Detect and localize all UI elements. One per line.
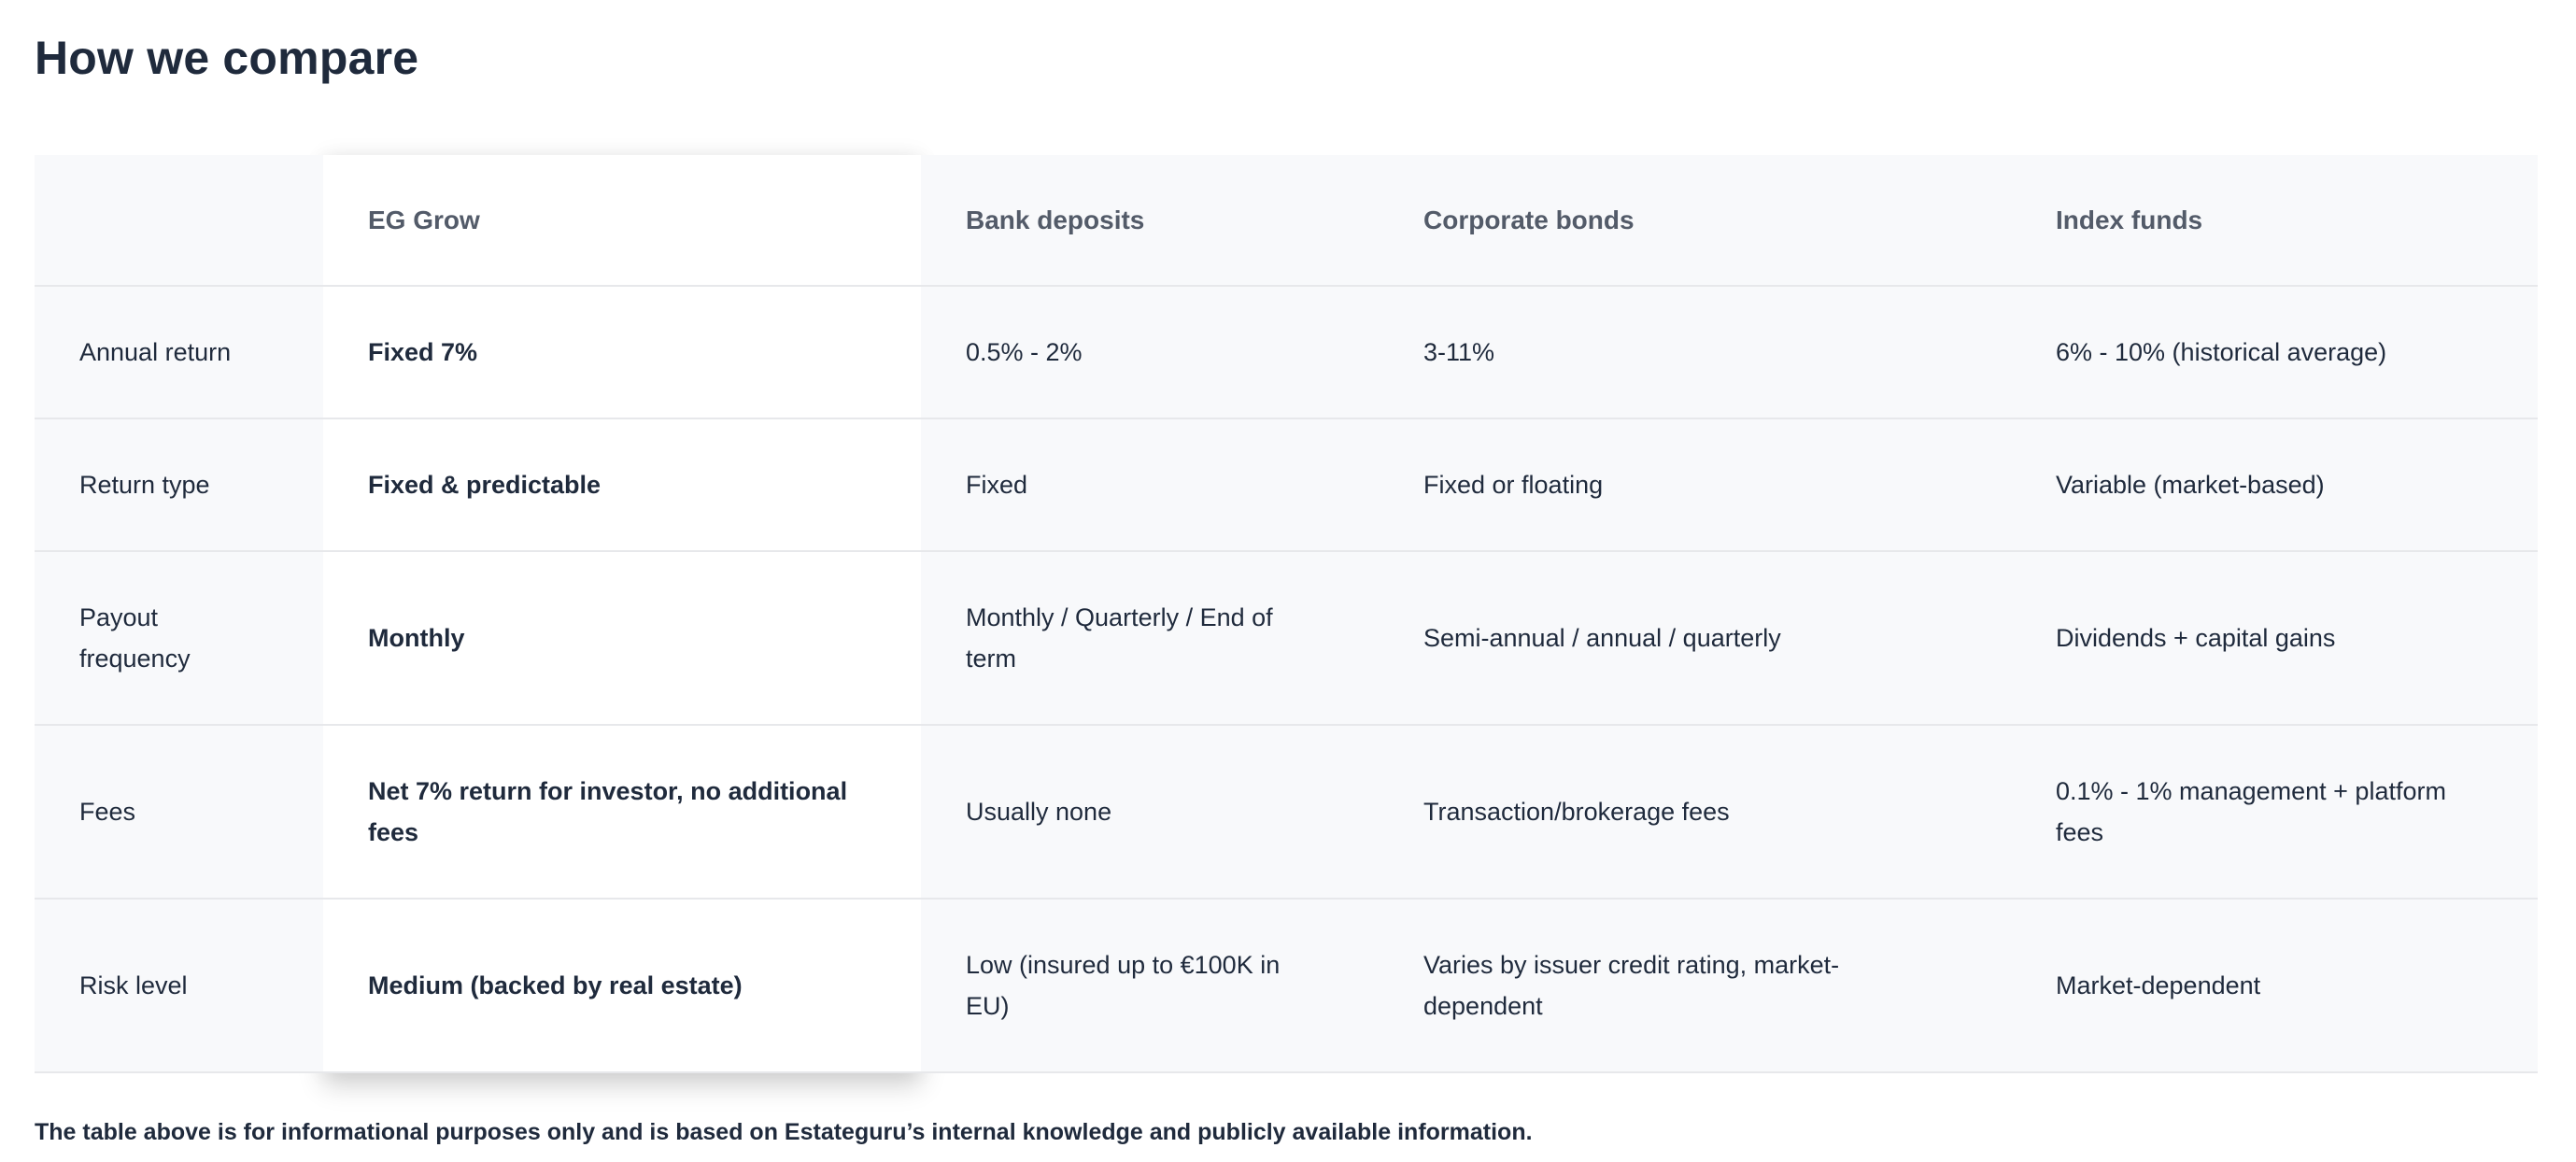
table-header-row: EG Grow Bank deposits Corporate bonds In… [35,155,2538,287]
cell-corporate-bonds: Transaction/brokerage fees [1379,725,2011,900]
cell-eg-grow: Monthly [323,551,921,726]
cell-index-funds: Dividends + capital gains [2011,551,2538,726]
cell-eg-grow: Fixed 7% [323,286,921,419]
cell-bank-deposits: Monthly / Quarterly / End of term [921,551,1379,726]
header-eg-grow: EG Grow [323,155,921,287]
header-bank-deposits: Bank deposits [921,155,1379,287]
cell-index-funds: Variable (market-based) [2011,418,2538,552]
table-row-risk-level: Risk level Medium (backed by real estate… [35,899,2538,1073]
cell-index-funds: Market-dependent [2011,899,2538,1073]
cell-bank-deposits: Usually none [921,725,1379,900]
disclaimer-footnote: The table above is for informational pur… [35,1119,1533,1145]
row-label: Payout frequency [35,551,323,726]
cell-bank-deposits: 0.5% - 2% [921,286,1379,419]
header-empty-cell [35,155,323,287]
row-label: Fees [35,725,323,900]
cell-corporate-bonds: 3-11% [1379,286,2011,419]
comparison-table: EG Grow Bank deposits Corporate bonds In… [35,155,2538,1073]
table-row-annual-return: Annual return Fixed 7% 0.5% - 2% 3-11% 6… [35,286,2538,419]
row-label: Return type [35,418,323,552]
cell-eg-grow: Medium (backed by real estate) [323,899,921,1073]
cell-corporate-bonds: Varies by issuer credit rating, market-d… [1379,899,2011,1073]
cell-eg-grow: Fixed & predictable [323,418,921,552]
cell-eg-grow: Net 7% return for investor, no additiona… [323,725,921,900]
header-index-funds: Index funds [2011,155,2538,287]
cell-index-funds: 0.1% - 1% management + platform fees [2011,725,2538,900]
cell-corporate-bonds: Fixed or floating [1379,418,2011,552]
cell-index-funds: 6% - 10% (historical average) [2011,286,2538,419]
cell-bank-deposits: Fixed [921,418,1379,552]
table-row-payout-frequency: Payout frequency Monthly Monthly / Quart… [35,551,2538,726]
cell-corporate-bonds: Semi-annual / annual / quarterly [1379,551,2011,726]
header-corporate-bonds: Corporate bonds [1379,155,2011,287]
row-label: Annual return [35,286,323,419]
table-row-fees: Fees Net 7% return for investor, no addi… [35,725,2538,900]
page-title: How we compare [35,32,419,84]
row-label: Risk level [35,899,323,1073]
table-row-return-type: Return type Fixed & predictable Fixed Fi… [35,418,2538,552]
cell-bank-deposits: Low (insured up to €100K in EU) [921,899,1379,1073]
